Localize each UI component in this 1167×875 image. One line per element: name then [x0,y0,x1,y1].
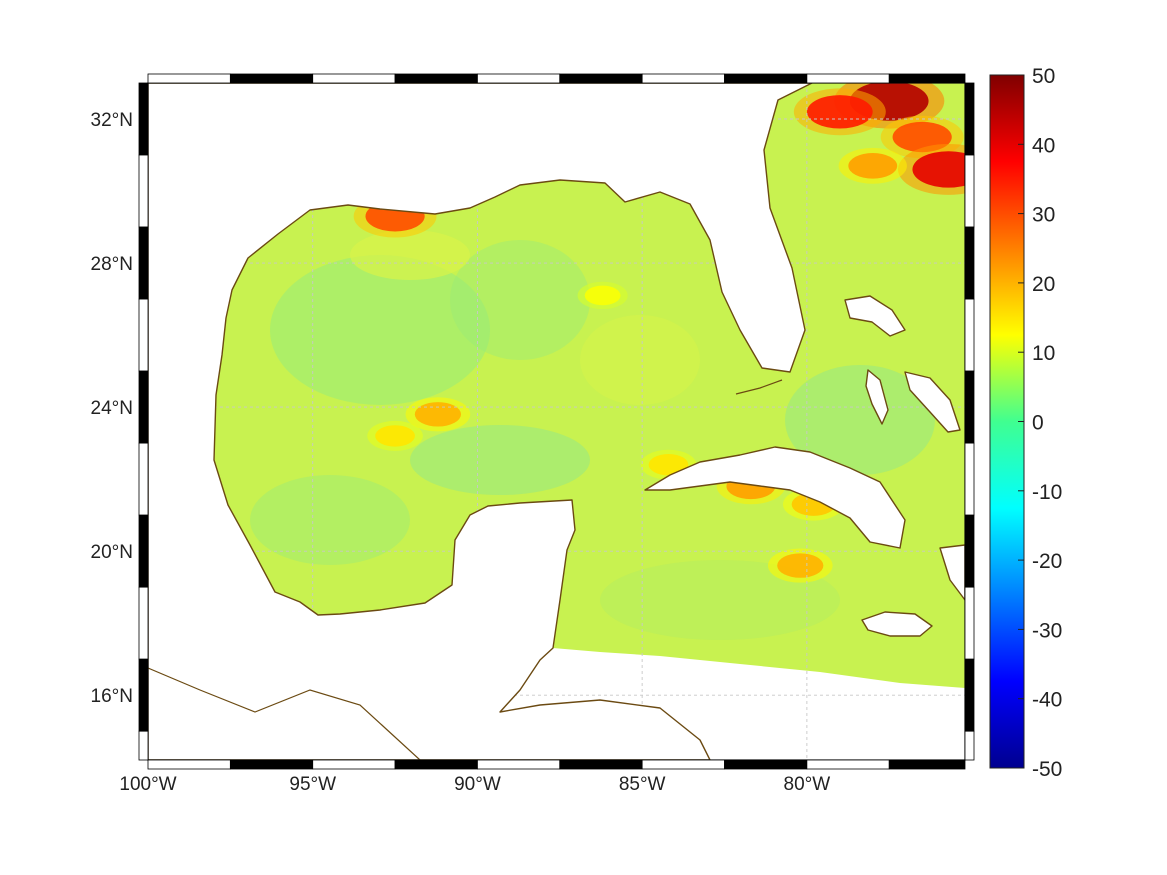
border-segment [138,442,149,516]
field-tone [785,365,935,475]
x-tick-labels: 100°W 95°W 90°W 85°W 80°W [119,774,830,795]
border-segment [138,658,149,732]
y-tick-label: 28°N [91,254,133,275]
florida-keys [735,379,783,395]
border-segment [312,73,396,84]
border-segment [312,759,396,770]
border-segment [147,759,231,770]
border-segment [964,370,975,444]
land-north-america [148,83,813,760]
border-segment [229,759,314,770]
border-segment [147,73,231,84]
y-tick-labels: 32°N 28°N 24°N 20°N 16°N [91,110,133,707]
border-segment [806,759,890,770]
border-segment [138,730,149,761]
x-tick-label: 100°W [119,774,176,795]
central-america-coast [148,667,421,760]
border-segment [559,73,643,84]
data-field [163,83,965,688]
hotspot [806,95,873,129]
border-segment [138,586,149,660]
border-segment [477,73,561,84]
hotspot [648,454,689,476]
colorbar-tick-label: -10 [1032,481,1062,504]
x-tick-label: 80°W [784,774,831,795]
field-tone [250,475,410,565]
hotspot [912,151,965,188]
map-border [138,73,975,770]
border-segment [888,73,966,84]
border-segment [964,586,975,660]
border-segment [964,658,975,732]
x-tick-label: 85°W [619,774,666,795]
land-bahamas [904,371,961,433]
border-segment [138,370,149,444]
border-segment [394,759,478,770]
border-segment [559,759,643,770]
land-hispaniola [939,544,965,601]
coastlines [148,83,965,760]
border-segment [964,730,975,761]
hotspot [892,121,952,153]
y-tick-label: 16°N [91,686,133,707]
colorbar-tick-labels: 50 40 30 20 10 0 -10 -20 -30 -40 -50 [1018,65,1062,781]
border-segment [724,759,808,770]
colorbar-tick-label: 20 [1032,273,1055,296]
y-tick-label: 20°N [91,542,133,563]
border-segment [138,298,149,372]
border-segment [724,73,808,84]
land-cuba [644,446,906,549]
colorbar-tick-label: -40 [1032,689,1062,712]
border-segment [477,759,561,770]
x-tick-label: 90°W [454,774,501,795]
border-segment [641,759,725,770]
land-bahamas [865,369,889,425]
field-tone [270,255,490,405]
border-segment [138,226,149,300]
colorbar-tick-label: 30 [1032,204,1055,227]
border-segment [964,82,975,156]
border-segment [138,82,149,156]
border-segment [394,73,478,84]
border-segment [641,73,725,84]
colorbar-tick-label: -30 [1032,619,1062,642]
land-jamaica [861,611,933,637]
border-segment [964,154,975,228]
y-tick-label: 24°N [91,398,133,419]
border-segment [964,226,975,300]
hotspot [414,402,462,427]
colorbar-tick-label: -20 [1032,550,1062,573]
colorbar-tick-label: 50 [1032,65,1055,88]
x-tick-label: 95°W [289,774,336,795]
field-tone [350,230,470,280]
field-tone [580,315,700,405]
hotspot [584,285,621,306]
field-tone [600,560,840,640]
border-segment [806,73,890,84]
colorbar-tick-label: 0 [1032,412,1044,435]
hotspot [848,153,898,179]
land-bahamas [844,295,906,337]
hotspot [777,553,824,578]
border-segment [138,154,149,228]
border-segment [229,73,314,84]
field-tone [410,425,590,495]
hotspot [375,425,415,447]
colorbar-tick-label: 40 [1032,134,1055,157]
field-tone [450,240,590,360]
colorbar-tick-label: -50 [1032,758,1062,781]
y-tick-label: 32°N [91,110,133,131]
border-segment [138,514,149,588]
border-segment [964,442,975,516]
map-area [138,73,975,770]
colorbar: 50 40 30 20 10 0 -10 -20 -30 -40 -50 [989,65,1062,781]
border-segment [964,514,975,588]
border-segment [964,298,975,372]
border-segment [888,759,966,770]
colorbar-tick-label: 10 [1032,342,1055,365]
